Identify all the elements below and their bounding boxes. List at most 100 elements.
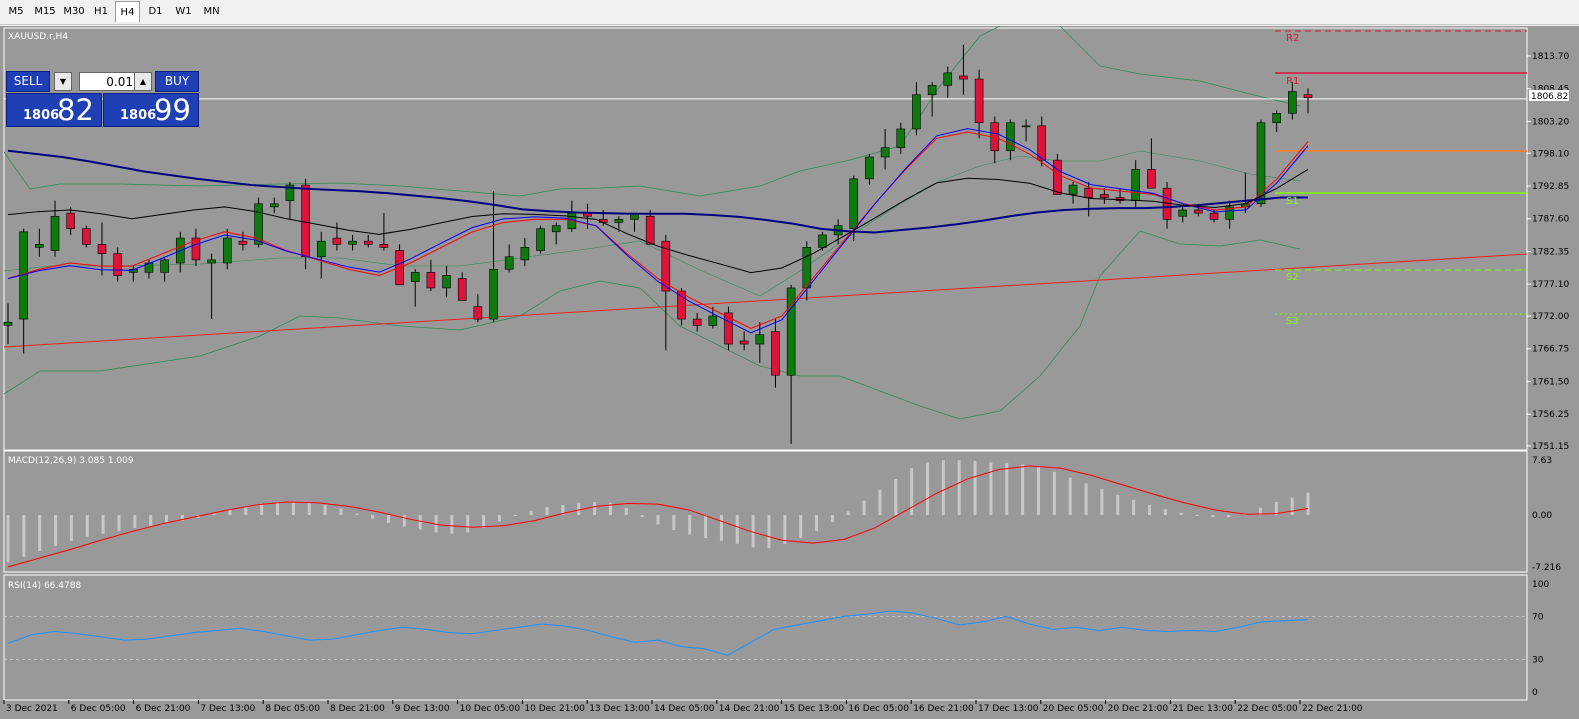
price-tick-label: 1808.45 <box>1532 85 1569 95</box>
main-pane <box>3 27 1528 451</box>
candle-body <box>379 243 389 248</box>
candle-body <box>442 275 451 289</box>
candle-body <box>786 287 796 376</box>
tf-d1[interactable]: D1 <box>148 6 163 17</box>
buy-price-small: 1806 <box>120 108 157 123</box>
macd-pane <box>3 450 1528 573</box>
candle-body <box>818 234 827 248</box>
macd-histogram-bar <box>751 514 755 548</box>
tf-h4[interactable]: H4 <box>115 1 140 22</box>
macd-histogram-bar <box>291 502 295 515</box>
sell-button[interactable]: SELL <box>6 71 50 92</box>
date-tick-label: 14 Dec 05:00 <box>654 704 715 714</box>
price-tick-label: 1787.60 <box>1532 215 1569 225</box>
tf-m5[interactable]: M5 <box>8 6 24 17</box>
date-tick-label: 22 Dec 21:00 <box>1302 704 1363 714</box>
tf-m30[interactable]: M30 <box>63 6 85 17</box>
candle-body <box>1225 206 1234 220</box>
date-tick-label: 15 Dec 13:00 <box>784 704 845 714</box>
candle-body <box>222 237 232 264</box>
candle-body <box>191 237 201 261</box>
date-tick-label: 20 Dec 21:00 <box>1108 704 1169 714</box>
date-tick-label: 16 Dec 21:00 <box>913 704 974 714</box>
candle-body <box>1272 113 1281 124</box>
candle-body <box>1037 125 1047 161</box>
tf-w1[interactable]: W1 <box>175 6 192 17</box>
candle-body <box>1021 125 1031 128</box>
sell-price-big: 82 <box>57 93 94 127</box>
candle-body <box>974 78 984 124</box>
pivot-s2-label: S2 <box>1286 272 1299 283</box>
date-tick-label: 6 Dec 05:00 <box>71 704 126 714</box>
lot-increase-button[interactable]: ▲ <box>134 72 152 91</box>
candle-body <box>1053 159 1062 195</box>
pivot-s3-label: S3 <box>1286 316 1299 327</box>
lot-size-input[interactable] <box>79 72 138 91</box>
date-tick-label: 6 Dec 21:00 <box>136 704 191 714</box>
candle-body <box>332 237 342 245</box>
candle-body <box>724 312 733 345</box>
candle-body <box>1147 169 1156 189</box>
chart-window[interactable]: 1813.70 1808.45 1803.20 1798.10 1792.85 1787.… <box>0 26 1579 719</box>
candle-body <box>269 203 279 208</box>
candle-body <box>238 240 248 245</box>
macd-histogram-bar <box>339 508 343 515</box>
macd-histogram-bar <box>228 509 232 515</box>
candle-body <box>896 128 906 148</box>
tf-mn[interactable]: MN <box>203 6 220 17</box>
rsi-tick-label: 70 <box>1532 612 1544 622</box>
macd-histogram-bar <box>1052 471 1056 515</box>
macd-histogram-bar <box>6 514 10 562</box>
buy-price-box[interactable]: 1806 99 <box>103 93 199 127</box>
candle-body <box>755 334 765 345</box>
chart-canvas[interactable]: 1813.70 1808.45 1803.20 1798.10 1792.85 1787.… <box>0 26 1579 719</box>
candle-body <box>35 243 44 248</box>
macd-histogram-bar <box>180 514 184 521</box>
macd-histogram-bar <box>1021 464 1025 515</box>
pivot-s1-label: S1 <box>1286 196 1299 207</box>
candle-body <box>1209 212 1219 220</box>
macd-histogram-bar <box>529 510 533 515</box>
macd-histogram-bar <box>973 460 977 515</box>
macd-histogram-bar <box>1290 497 1294 515</box>
axis-layer: 1813.70 1808.45 1803.20 1798.10 1792.85 1787.… <box>3 52 1569 714</box>
candle-body <box>254 203 263 245</box>
candle-body <box>316 240 326 258</box>
price-tick-label: 1798.10 <box>1532 149 1569 159</box>
date-tick-label: 3 Dec 2021 <box>6 704 58 714</box>
candle-body <box>912 94 921 130</box>
macd-histogram-bar <box>1306 492 1310 515</box>
macd-histogram-bar <box>799 514 803 539</box>
tf-m15[interactable]: M15 <box>34 6 56 17</box>
candle-body <box>1288 91 1297 114</box>
bollinger-lower <box>3 230 1301 420</box>
macd-histogram-bar <box>846 511 850 515</box>
sell-price-box[interactable]: 1806 82 <box>6 93 102 127</box>
candle-body <box>943 72 953 86</box>
macd-histogram-bar <box>165 514 169 524</box>
rsi-label: RSI(14) 66.4788 <box>8 581 81 591</box>
candle-body <box>614 219 624 223</box>
macd-histogram-bar <box>957 460 961 515</box>
macd-histogram-bar <box>926 462 930 515</box>
tf-h1[interactable]: H1 <box>94 6 108 17</box>
rsi-line <box>7 610 1309 656</box>
macd-histogram-bar <box>1227 514 1231 518</box>
lot-decrease-button[interactable]: ▼ <box>54 72 72 91</box>
pivot-r2-label: R2 <box>1286 33 1299 44</box>
macd-tick-label: 7.63 <box>1532 456 1552 466</box>
price-tick-label: 1761.50 <box>1532 377 1569 387</box>
candle-body <box>849 178 859 230</box>
candle-body <box>1100 194 1109 198</box>
buy-button[interactable]: BUY <box>155 71 199 92</box>
sell-price-small: 1806 <box>23 108 60 123</box>
main-chart-layer <box>3 26 1528 444</box>
macd-histogram-bar <box>212 513 216 515</box>
macd-histogram-bar <box>577 502 581 515</box>
macd-histogram-bar <box>450 514 454 534</box>
date-tick-label: 9 Dec 13:00 <box>395 704 450 714</box>
ma-black-line <box>7 169 1309 274</box>
macd-histogram-bar <box>561 504 565 515</box>
candle-body <box>1303 94 1313 99</box>
candle-body <box>66 212 75 230</box>
